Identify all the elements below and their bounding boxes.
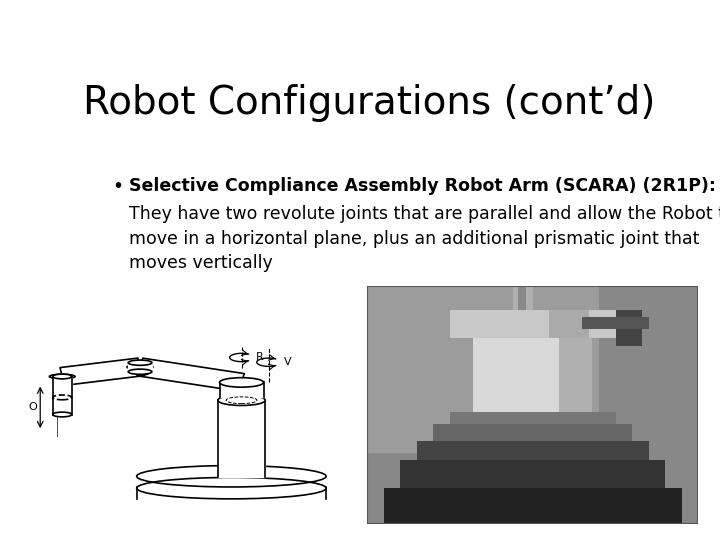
Bar bbox=[473, 322, 593, 412]
Bar bbox=[433, 424, 632, 441]
Polygon shape bbox=[60, 358, 143, 386]
Text: They have two revolute joints that are parallel and allow the Robot to
move in a: They have two revolute joints that are p… bbox=[129, 205, 720, 272]
Bar bbox=[582, 317, 649, 329]
Bar bbox=[400, 460, 665, 488]
Text: O: O bbox=[28, 402, 37, 413]
Polygon shape bbox=[137, 487, 326, 499]
Bar bbox=[549, 310, 589, 339]
Ellipse shape bbox=[128, 360, 152, 366]
Polygon shape bbox=[64, 374, 148, 386]
Bar bbox=[513, 286, 533, 310]
Ellipse shape bbox=[53, 374, 72, 379]
Polygon shape bbox=[220, 382, 264, 397]
Polygon shape bbox=[138, 374, 244, 392]
Polygon shape bbox=[138, 358, 244, 392]
Bar bbox=[450, 310, 616, 339]
Polygon shape bbox=[218, 400, 265, 477]
Bar bbox=[518, 286, 526, 310]
Ellipse shape bbox=[137, 465, 326, 487]
Polygon shape bbox=[128, 363, 152, 372]
Text: •: • bbox=[112, 177, 123, 196]
Ellipse shape bbox=[50, 374, 75, 379]
Ellipse shape bbox=[128, 369, 152, 374]
Ellipse shape bbox=[127, 364, 153, 369]
Polygon shape bbox=[58, 415, 66, 436]
Text: Selective Compliance Assembly Robot Arm (SCARA) (2R1P):: Selective Compliance Assembly Robot Arm … bbox=[129, 177, 716, 195]
Ellipse shape bbox=[229, 380, 254, 384]
Bar bbox=[367, 286, 599, 453]
Ellipse shape bbox=[53, 412, 72, 417]
Text: R: R bbox=[256, 353, 264, 362]
Bar bbox=[417, 441, 649, 460]
Polygon shape bbox=[53, 376, 72, 415]
Bar bbox=[559, 322, 593, 412]
Bar bbox=[616, 310, 642, 346]
Ellipse shape bbox=[220, 377, 264, 387]
Bar bbox=[450, 412, 616, 424]
Text: V: V bbox=[284, 357, 292, 367]
Ellipse shape bbox=[127, 364, 153, 369]
Ellipse shape bbox=[218, 395, 265, 406]
Bar bbox=[384, 488, 682, 524]
Text: Robot Configurations (cont’d): Robot Configurations (cont’d) bbox=[83, 84, 655, 122]
